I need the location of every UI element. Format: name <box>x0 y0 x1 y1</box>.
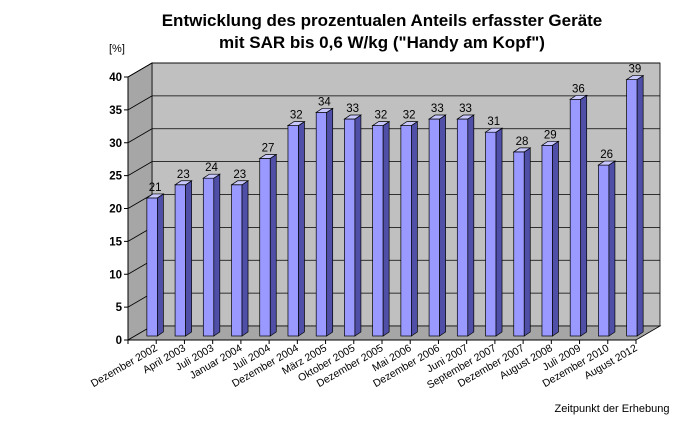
chart-title-line-2: mit SAR bis 0,6 W/kg ("Handy am Kopf") <box>219 33 545 52</box>
y-tick-label: 20 <box>109 204 122 216</box>
bar-top <box>625 75 645 80</box>
y-tick-label: 30 <box>109 138 122 150</box>
data-label: 26 <box>600 149 613 161</box>
bar <box>231 184 243 337</box>
bar <box>598 164 610 337</box>
data-label: 27 <box>262 142 275 154</box>
bar-side <box>185 180 192 337</box>
bar <box>372 125 384 337</box>
bar <box>541 144 553 337</box>
bar-top <box>343 114 363 120</box>
bar-top <box>484 127 504 133</box>
y-tick-label: 40 <box>109 72 122 84</box>
gridline-side <box>127 128 153 144</box>
bar-side <box>636 74 644 337</box>
y-tick-label: 15 <box>109 236 122 248</box>
data-label: 32 <box>403 110 416 122</box>
data-label: 31 <box>487 116 500 128</box>
bar-top <box>230 180 250 186</box>
bar-side <box>298 120 305 337</box>
data-label: 33 <box>431 103 444 115</box>
data-label: 33 <box>459 103 472 115</box>
bar-side <box>439 114 446 337</box>
bar-top <box>145 193 165 199</box>
y-tick-label: 10 <box>109 269 122 281</box>
chart-title-line-1: Entwicklung des prozentualen Anteils erf… <box>162 11 603 30</box>
bar-side <box>411 120 418 337</box>
bar-side <box>523 147 531 337</box>
bar-side <box>354 114 362 337</box>
bar-side <box>157 193 164 337</box>
data-label: 21 <box>149 182 162 194</box>
bar-side <box>552 140 559 337</box>
data-label: 32 <box>290 110 303 122</box>
bar <box>146 197 158 337</box>
bar-side <box>495 127 503 337</box>
bar <box>428 118 440 337</box>
bar <box>485 131 497 337</box>
bar <box>259 158 271 337</box>
y-axis-label: [%] <box>109 43 125 55</box>
data-label: 24 <box>205 162 218 174</box>
data-label: 34 <box>318 96 331 108</box>
bar <box>456 118 469 337</box>
data-label: 36 <box>572 83 585 95</box>
y-tick-label: 0 <box>116 335 122 347</box>
bar-top <box>597 160 617 166</box>
x-axis-label: Zeitpunkt der Erhebung <box>555 403 670 415</box>
data-label: 23 <box>233 169 246 181</box>
bar-side <box>467 114 475 337</box>
bar <box>569 98 582 337</box>
bar <box>513 151 525 337</box>
bar-top <box>427 114 447 120</box>
bar <box>202 177 215 337</box>
bar-top <box>258 154 278 159</box>
data-label: 33 <box>346 103 359 115</box>
bar-top <box>315 108 334 113</box>
data-label: 32 <box>374 110 387 122</box>
data-label: 39 <box>628 64 641 76</box>
bar-top <box>569 94 588 100</box>
bar-top <box>371 121 391 126</box>
bar <box>315 112 328 337</box>
bar <box>287 125 299 337</box>
bar <box>400 125 412 337</box>
y-tick-label: 25 <box>109 171 122 183</box>
bar-side <box>326 107 334 337</box>
bar-side <box>213 173 221 337</box>
y-tick-label: 5 <box>116 302 123 314</box>
bar-side <box>580 94 588 337</box>
bar-top <box>512 147 532 153</box>
bar-top <box>286 121 306 126</box>
bar <box>344 118 356 337</box>
gridline-side <box>127 161 153 176</box>
bar-side <box>608 160 616 337</box>
y-tick-label: 35 <box>109 105 122 117</box>
bar-top <box>456 114 475 120</box>
gridline-side <box>127 95 153 111</box>
bar-side <box>382 120 390 337</box>
gridline-side <box>127 62 153 78</box>
bar-top <box>399 121 419 126</box>
data-label: 23 <box>177 169 190 181</box>
bar <box>174 184 186 337</box>
data-label: 29 <box>544 129 557 141</box>
bar <box>626 79 638 337</box>
bar-side <box>269 153 277 337</box>
bar-top <box>202 173 221 179</box>
bar-side <box>241 180 249 337</box>
bar-top <box>173 180 193 186</box>
bar-top <box>540 140 560 146</box>
data-label: 28 <box>516 136 529 148</box>
